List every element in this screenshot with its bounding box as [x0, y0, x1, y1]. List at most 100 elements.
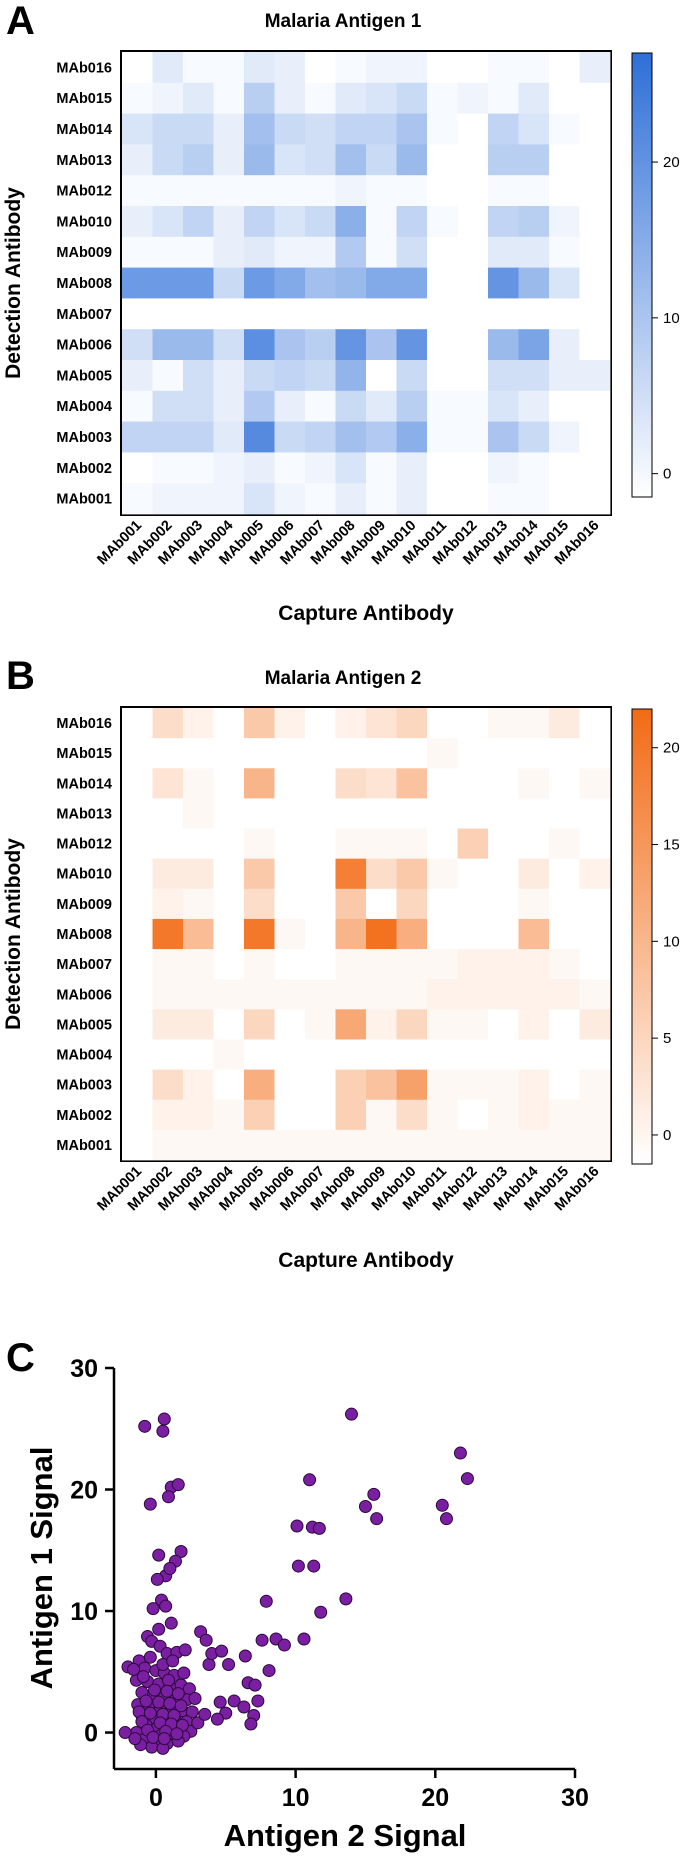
heatmap-cell	[305, 390, 336, 422]
heatmap-cell	[396, 329, 428, 361]
y-tick-label: MAb015	[56, 746, 112, 762]
heatmap-cell	[579, 768, 611, 799]
heatmap-cell	[366, 360, 397, 392]
heatmap-cell	[549, 175, 580, 207]
heatmap-cell	[152, 1009, 184, 1040]
heatmap-cell	[366, 1069, 397, 1101]
heatmap-cell	[518, 483, 550, 515]
heatmap-cell	[549, 1129, 580, 1161]
heatmap-cell	[305, 360, 336, 392]
heatmap-cell	[152, 113, 184, 145]
heatmap-1-x-ticks: MAb001MAb002MAb003MAb004MAb005MAb006MAb0…	[94, 518, 602, 569]
heatmap-cell	[244, 52, 275, 84]
scatter-point	[251, 1694, 265, 1708]
heatmap-cell	[213, 1009, 245, 1040]
heatmap-cell	[122, 979, 153, 1010]
heatmap-cell	[549, 298, 580, 330]
scatter-point	[159, 1599, 173, 1613]
heatmap-cell	[152, 236, 184, 268]
heatmap-cell	[396, 918, 428, 950]
heatmap-cell	[335, 888, 367, 920]
heatmap-cell	[549, 708, 580, 739]
heatmap-cell	[488, 708, 519, 739]
scatter-point	[262, 1664, 276, 1678]
colorbar-1	[631, 52, 653, 498]
heatmap-cell	[396, 52, 428, 84]
heatmap-cell	[244, 206, 275, 238]
heatmap-cell	[335, 52, 367, 84]
heatmap-cell	[244, 1069, 275, 1101]
y-tick-label: MAb015	[56, 91, 112, 107]
heatmap-cell	[213, 858, 245, 890]
heatmap-cell	[457, 329, 489, 361]
heatmap-cell	[457, 52, 489, 84]
heatmap-cell	[366, 949, 397, 980]
heatmap-cell	[518, 113, 550, 145]
heatmap-cell	[366, 298, 397, 330]
heatmap-cell	[305, 738, 336, 769]
heatmap-cell	[549, 1069, 580, 1101]
scatter-point	[152, 1695, 166, 1709]
heatmap-cell	[488, 1099, 519, 1131]
heatmap-cell	[579, 483, 611, 515]
scatter-point	[453, 1446, 467, 1460]
y-tick-label: MAb004	[56, 399, 112, 415]
heatmap-cell	[244, 1129, 275, 1161]
heatmap-cell	[244, 82, 275, 114]
heatmap-cell	[122, 483, 153, 515]
scatter-point	[297, 1632, 311, 1646]
heatmap-cell	[549, 421, 580, 453]
heatmap-cell	[122, 708, 153, 739]
heatmap-cell	[396, 1039, 428, 1070]
heatmap-cell	[152, 738, 184, 769]
heatmap-cell	[366, 144, 397, 176]
y-tick-label: 20	[70, 1477, 98, 1505]
heatmap-2-frame	[120, 706, 612, 1162]
heatmap-cell	[518, 768, 550, 799]
heatmap-cell	[335, 175, 367, 207]
heatmap-cell	[152, 1039, 184, 1070]
scatter-point	[148, 1683, 162, 1697]
heatmap-cell	[427, 267, 458, 299]
heatmap-cell	[457, 82, 489, 114]
heatmap-cell	[457, 298, 489, 330]
heatmap-cell	[457, 421, 489, 453]
scatter-point	[143, 1497, 157, 1511]
scatter-point	[171, 1478, 185, 1492]
colorbar-tick-label: 15	[663, 837, 680, 854]
heatmap-cell	[396, 1129, 428, 1161]
heatmap-cell	[183, 452, 214, 484]
heatmap-cell	[183, 1069, 214, 1101]
heatmap-1-title: Malaria Antigen 1	[265, 11, 422, 32]
panel-label-a: A	[6, 0, 35, 43]
heatmap-cell	[488, 888, 519, 920]
heatmap-cell	[366, 52, 397, 84]
heatmap-1-cells	[122, 52, 611, 515]
heatmap-cell	[274, 828, 306, 860]
heatmap-cell	[244, 175, 275, 207]
heatmap-cell	[183, 267, 214, 299]
heatmap-cell	[122, 798, 153, 829]
heatmap-cell	[457, 267, 489, 299]
scatter-point	[152, 1548, 166, 1562]
heatmap-cell	[122, 329, 153, 361]
heatmap-cell	[518, 267, 550, 299]
heatmap-cell	[427, 1069, 458, 1101]
heatmap-cell	[274, 390, 306, 422]
heatmap-cell	[244, 949, 275, 980]
heatmap-cell	[305, 421, 336, 453]
heatmap-cell	[305, 798, 336, 829]
heatmap-cell	[274, 858, 306, 890]
heatmap-cell	[183, 708, 214, 739]
y-tick-label: MAb008	[56, 276, 112, 292]
heatmap-cell	[244, 483, 275, 515]
heatmap-cell	[457, 1129, 489, 1161]
colorbar-2	[631, 708, 653, 1165]
heatmap-cell	[305, 113, 336, 145]
heatmap-cell	[183, 949, 214, 980]
heatmap-cell	[274, 298, 306, 330]
heatmap-cell	[457, 452, 489, 484]
heatmap-cell	[244, 1099, 275, 1131]
heatmap-cell	[335, 206, 367, 238]
heatmap-cell	[244, 421, 275, 453]
